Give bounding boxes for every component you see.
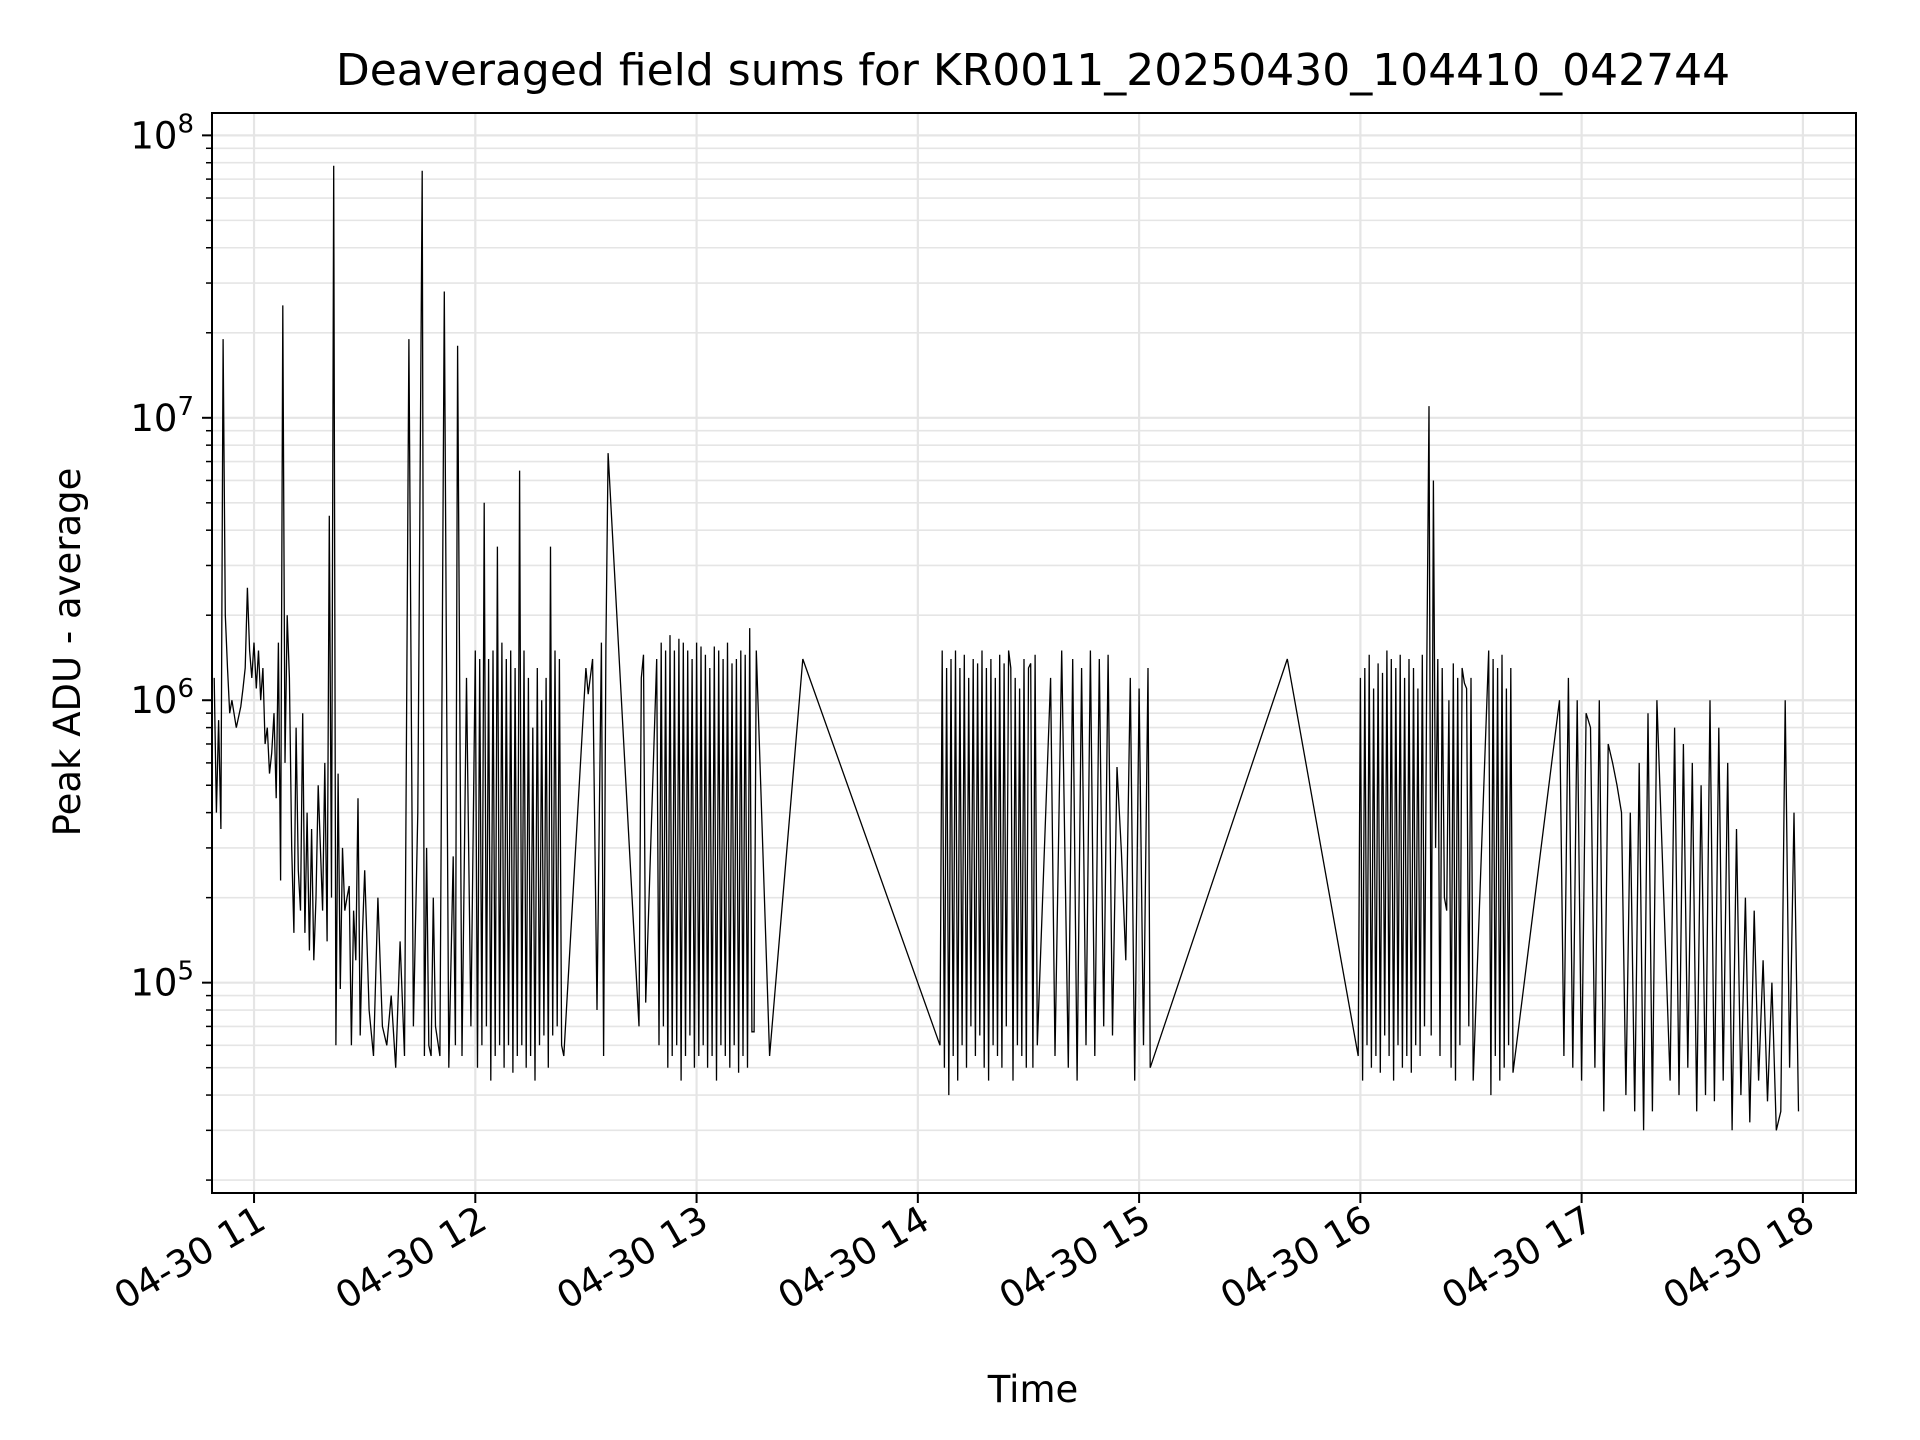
y-tick-label: 107 bbox=[130, 392, 194, 440]
chart-title: Deaveraged field sums for KR0011_2025043… bbox=[336, 45, 1730, 96]
y-tick-label: 106 bbox=[130, 674, 194, 722]
series-layer bbox=[213, 165, 1800, 1131]
series-line bbox=[213, 165, 1800, 1131]
y-tick-label: 108 bbox=[130, 109, 194, 157]
x-axis-label: Time bbox=[987, 1368, 1079, 1411]
y-tick-label: 105 bbox=[130, 957, 194, 1005]
y-axis-label: Peak ADU - average bbox=[46, 468, 89, 837]
plot-frame bbox=[211, 112, 1857, 1194]
y-axis: 105 106 107 108 bbox=[130, 109, 212, 1181]
